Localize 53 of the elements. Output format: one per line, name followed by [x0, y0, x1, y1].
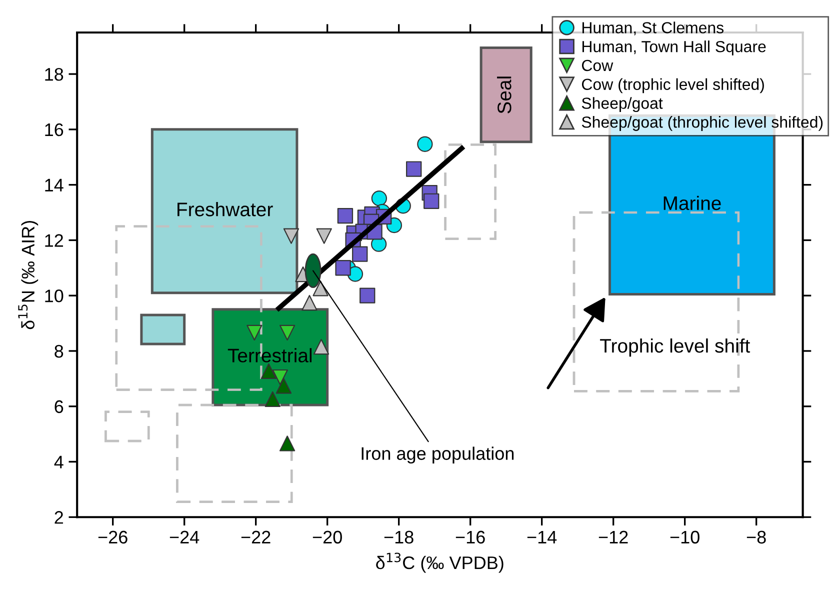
point: [260, 363, 277, 380]
legend-label: Cow: [582, 60, 614, 72]
point: [276, 378, 292, 394]
x-tick-label: −10: [670, 530, 700, 544]
point: [335, 260, 351, 276]
point: [337, 208, 354, 224]
x-tick-label: −20: [312, 530, 342, 544]
point: [302, 294, 318, 311]
point: [360, 288, 376, 304]
annotation: Trophic level shift: [600, 338, 750, 357]
point: [352, 246, 368, 262]
legend-label: Cow (trophic level shifted): [582, 78, 764, 94]
point: [371, 190, 388, 206]
point: [246, 324, 262, 341]
series-label: Seal: [497, 76, 512, 114]
y-tick-label: 16: [45, 123, 64, 136]
legend-label: Sheep/goat: [582, 97, 663, 112]
point: [279, 436, 296, 452]
legend-label: Human, St Clemens: [582, 22, 724, 36]
point: [417, 136, 433, 152]
x-tick-label: −22: [241, 530, 270, 544]
y-tick-label: 8: [54, 344, 64, 358]
x-axis-title: δ$^{13}$C (‰ VPDB): [376, 552, 504, 573]
y-axis-title: δ$^{15}$N (‰ AIR): [18, 220, 38, 330]
y-tick-label: 6: [54, 400, 64, 414]
x-tick-label: −8: [746, 530, 766, 544]
series-label: Marine: [664, 196, 721, 210]
point: [312, 280, 328, 296]
y-tick-label: 4: [54, 456, 64, 468]
point: [316, 228, 332, 244]
legend-label: Sheep/goat (throphic level shifted): [582, 116, 823, 131]
y-tick-label: 18: [45, 68, 64, 81]
point: [406, 161, 422, 177]
annotation: Iron age population: [362, 446, 514, 464]
y-tick-label: 2: [54, 511, 63, 524]
y-tick-label: 10: [45, 290, 64, 302]
x-tick-label: −16: [456, 530, 485, 544]
series-label: Freshwater: [178, 202, 273, 216]
legend-label: Human, Town Hall Square: [582, 40, 766, 56]
x-tick-label: −12: [598, 530, 628, 544]
point: [272, 369, 288, 386]
point: [424, 193, 440, 209]
x-tick-label: −14: [527, 530, 557, 544]
y-tick-label: 12: [45, 234, 63, 247]
point: [283, 228, 300, 244]
point: [264, 391, 280, 407]
point: [279, 324, 296, 341]
y-tick-label: 14: [45, 178, 64, 192]
x-tick-label: −26: [98, 530, 128, 544]
x-tick-label: −24: [170, 530, 200, 544]
point: [313, 338, 330, 355]
x-tick-label: −18: [384, 530, 414, 544]
series-label: Terrestrial: [228, 348, 312, 362]
